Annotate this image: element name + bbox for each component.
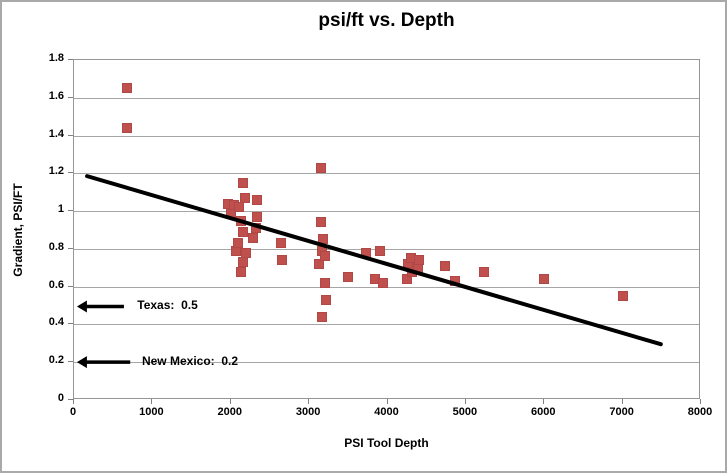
annotation-label: Texas: 0.5 — [137, 298, 198, 313]
x-tick-mark — [543, 399, 545, 404]
data-point — [121, 123, 132, 133]
data-point — [234, 202, 245, 213]
data-point — [320, 294, 331, 305]
x-tick-label: 0 — [69, 406, 77, 418]
data-point — [315, 162, 326, 173]
annotation-label: New Mexico: 0.2 — [141, 354, 239, 369]
y-tick-mark — [68, 361, 73, 363]
x-tick-mark — [308, 399, 310, 404]
data-point — [122, 83, 133, 94]
data-point — [276, 255, 287, 266]
y-tick-label: 0.2 — [48, 354, 64, 367]
x-tick-label: 7000 — [609, 406, 634, 418]
y-tick-mark — [68, 399, 73, 400]
x-axis-title: PSI Tool Depth — [344, 436, 429, 450]
y-tick-label: 1.6 — [48, 89, 64, 102]
x-tick-mark — [386, 399, 388, 404]
y-gridline — [74, 211, 699, 213]
x-tick-label: 4000 — [374, 406, 399, 418]
data-point — [252, 194, 263, 205]
data-point — [238, 257, 249, 268]
y-gridline — [74, 173, 699, 175]
data-point — [413, 255, 424, 266]
data-point — [375, 245, 386, 256]
y-gridline — [74, 248, 699, 250]
data-point — [319, 277, 330, 288]
y-tick-label: 1 — [57, 203, 64, 216]
y-tick-mark — [68, 96, 73, 98]
x-tick-mark — [700, 399, 701, 404]
data-point — [237, 226, 248, 237]
y-tick-label: 1.4 — [48, 127, 64, 140]
x-tick-label: 2000 — [217, 406, 242, 418]
data-point — [247, 232, 258, 243]
data-point — [235, 266, 246, 277]
data-point — [478, 266, 489, 277]
y-tick-label: 0.8 — [48, 240, 64, 253]
plot-area — [73, 59, 700, 399]
data-point — [250, 223, 261, 234]
data-point — [377, 277, 388, 288]
x-tick-mark — [151, 399, 153, 404]
data-point — [275, 238, 286, 249]
data-point — [237, 177, 248, 188]
x-tick-label: 5000 — [452, 406, 478, 418]
data-point — [317, 311, 328, 322]
y-tick-mark — [68, 285, 73, 287]
y-tick-label: 1.8 — [48, 52, 64, 64]
y-tick-label: 0.4 — [48, 316, 64, 329]
x-tick-mark — [229, 399, 231, 404]
y-gridline — [74, 324, 699, 326]
data-point — [239, 192, 250, 203]
data-point — [360, 247, 371, 258]
data-point — [315, 217, 326, 228]
data-point — [319, 251, 330, 262]
data-point — [235, 215, 246, 226]
y-tick-mark — [68, 59, 73, 60]
y-gridline — [74, 97, 699, 99]
y-tick-mark — [68, 323, 73, 325]
x-tick-mark — [621, 399, 623, 404]
x-tick-label: 1000 — [139, 406, 164, 418]
data-point — [342, 272, 353, 283]
y-tick-mark — [68, 134, 73, 136]
y-tick-mark — [68, 247, 73, 249]
x-tick-label: 3000 — [295, 406, 321, 418]
y-tick-label: 1.2 — [48, 165, 64, 178]
y-gridline — [74, 362, 699, 364]
data-point — [617, 291, 628, 302]
y-tick-label: 0.6 — [48, 278, 64, 291]
data-point — [449, 276, 460, 286]
data-point — [539, 274, 550, 285]
data-point — [240, 247, 251, 258]
chart-title: psi/ft vs. Depth — [318, 10, 455, 31]
x-tick-mark — [73, 399, 74, 404]
data-point — [440, 260, 451, 271]
y-tick-mark — [68, 172, 73, 174]
x-tick-label: 8000 — [687, 406, 713, 418]
y-tick-mark — [68, 210, 73, 212]
x-tick-label: 6000 — [531, 406, 556, 418]
data-point — [251, 211, 262, 222]
y-tick-label: 0 — [57, 392, 64, 404]
y-gridline — [74, 135, 699, 137]
y-axis-title: Gradient, PSI/FT — [11, 183, 25, 277]
x-tick-mark — [464, 399, 466, 404]
data-point — [318, 234, 329, 245]
